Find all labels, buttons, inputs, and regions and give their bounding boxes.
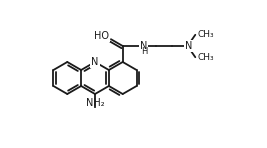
Text: CH₃: CH₃ — [197, 30, 214, 39]
Text: CH₃: CH₃ — [197, 53, 214, 62]
Text: N: N — [140, 41, 147, 51]
Text: N: N — [91, 57, 99, 67]
Text: NH₂: NH₂ — [86, 98, 104, 108]
Text: H: H — [142, 46, 148, 56]
Text: HO: HO — [94, 31, 109, 41]
Text: N: N — [184, 41, 192, 51]
